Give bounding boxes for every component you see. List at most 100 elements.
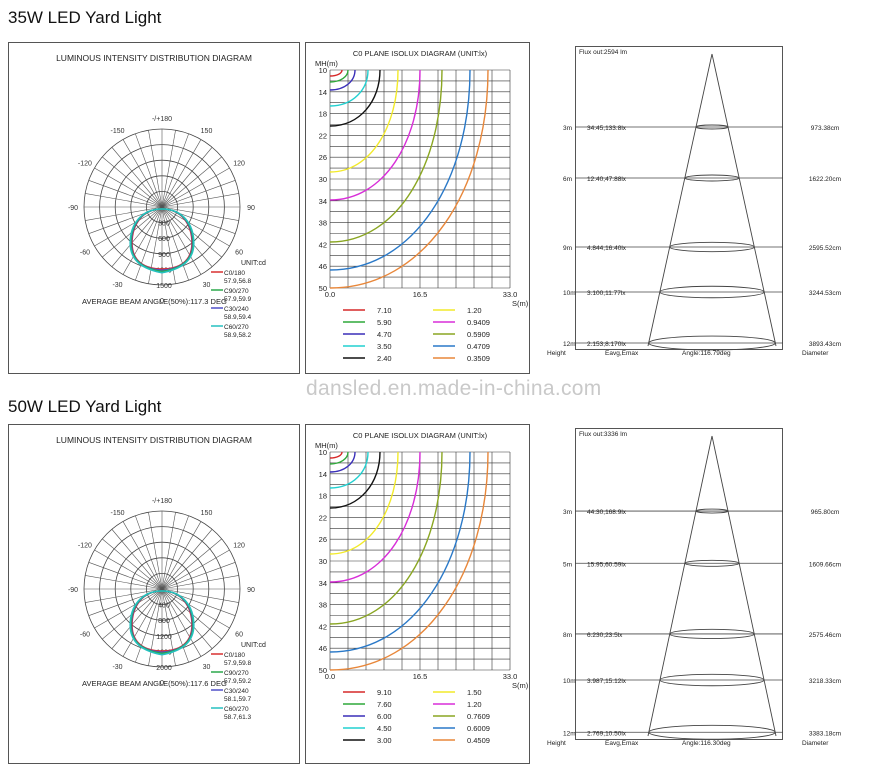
eavg-column-label: Eavg,Emax xyxy=(605,740,639,747)
height-column-label: Height xyxy=(547,350,566,357)
polar-title: LUMINOUS INTENSITY DISTRIBUTION DIAGRAM xyxy=(56,435,252,445)
isolux-contour xyxy=(329,451,343,459)
polar-spoke xyxy=(135,206,163,281)
polar-spoke xyxy=(161,156,222,208)
polar-spoke xyxy=(161,512,176,590)
s-tick: 0.0 xyxy=(325,290,335,299)
height-value: 6m xyxy=(563,176,572,183)
isolux-legend-value: 0.3509 xyxy=(467,354,490,363)
s-tick: 33.0 xyxy=(503,290,518,299)
angle-label: Angle:116.30deg xyxy=(682,740,731,747)
isolux-legend-value: 7.10 xyxy=(377,306,392,315)
diameter-column-label: Diameter xyxy=(802,740,829,747)
polar-radial-label: 600 xyxy=(158,236,170,243)
isolux-contour xyxy=(329,451,356,473)
polar-spoke xyxy=(161,549,230,590)
polar-spoke xyxy=(111,147,163,208)
cone-edge xyxy=(647,435,713,737)
illuminance-value: 4.844,16.40lx xyxy=(587,245,627,252)
mh-tick: 34 xyxy=(319,579,327,588)
polar-radial-label: 300 xyxy=(158,221,170,228)
s-axis-label: S(m) xyxy=(512,299,529,308)
mh-tick: 18 xyxy=(319,492,327,501)
cone-ellipse xyxy=(648,724,776,740)
polar-spoke xyxy=(111,529,163,590)
cone-ellipse xyxy=(695,124,729,130)
s-tick: 33.0 xyxy=(503,672,518,681)
isolux-contour xyxy=(329,451,369,489)
legend-value: 58.9,59.4 xyxy=(224,314,251,321)
polar-spoke xyxy=(161,588,239,603)
legend-value: 57.9,56.8 xyxy=(224,278,251,285)
mh-axis-label: MH(m) xyxy=(315,441,338,450)
polar-angle-label: 120 xyxy=(233,161,245,168)
mh-tick: 42 xyxy=(319,240,327,249)
mh-tick: 10 xyxy=(319,448,327,457)
s-tick: 16.5 xyxy=(413,290,428,299)
isolux-legend-value: 0.4509 xyxy=(467,736,490,745)
polar-spoke xyxy=(161,206,189,281)
polar-spoke xyxy=(161,130,176,208)
polar-diagram-50w: LUMINOUS INTENSITY DISTRIBUTION DIAGRAM -… xyxy=(8,424,300,764)
legend-label: C30/240 xyxy=(224,688,249,695)
isolux-title: C0 PLANE ISOLUX DIAGRAM (UNIT:lx) xyxy=(353,431,488,440)
polar-spoke xyxy=(122,521,163,590)
polar-angle-label: -30 xyxy=(112,282,122,289)
illuminance-value: 3.987,15.12lx xyxy=(587,678,627,685)
panel-border xyxy=(8,42,300,374)
polar-curve xyxy=(129,208,195,274)
polar-spoke xyxy=(135,515,163,590)
polar-spoke xyxy=(88,180,163,208)
polar-spoke xyxy=(102,156,163,208)
polar-angle-label: -/+180 xyxy=(152,498,172,505)
polar-spoke xyxy=(85,193,163,208)
polar-spoke xyxy=(85,588,163,603)
legend-label: C60/270 xyxy=(224,706,249,713)
mh-tick: 14 xyxy=(319,470,327,479)
polar-spoke xyxy=(94,167,163,208)
polar-spoke xyxy=(85,206,163,221)
mh-tick: 26 xyxy=(319,535,327,544)
polar-spoke xyxy=(161,206,230,247)
beam-angle-label: AVERAGE BEAM ANGLE(50%):117.6 DEG xyxy=(82,679,227,688)
polar-angle-label: 150 xyxy=(201,510,213,517)
polar-spoke xyxy=(161,147,213,208)
polar-spoke xyxy=(122,206,163,275)
mh-tick: 46 xyxy=(319,262,327,271)
polar-spoke xyxy=(148,206,163,284)
polar-spoke xyxy=(135,133,163,208)
isolux-diagram-50w: C0 PLANE ISOLUX DIAGRAM (UNIT:lx) MH(m) 10… xyxy=(305,424,530,764)
mh-tick: 42 xyxy=(319,622,327,631)
polar-spoke xyxy=(161,588,176,666)
polar-angle-label: -60 xyxy=(80,632,90,639)
mh-tick: 50 xyxy=(319,666,327,675)
polar-angle-label: 30 xyxy=(203,664,211,671)
cone-ellipse xyxy=(659,673,765,687)
diameter-value: 1609.66cm xyxy=(809,561,841,568)
legend-value: 58.7,61.3 xyxy=(224,714,251,721)
s-axis-label: S(m) xyxy=(512,681,529,690)
isolux-contour xyxy=(329,451,471,653)
polar-angle-label: 30 xyxy=(203,282,211,289)
isolux-legend-value: 2.40 xyxy=(377,354,392,363)
cone-edge xyxy=(647,53,713,347)
polar-radial-label: 1500 xyxy=(156,283,172,290)
mh-tick: 22 xyxy=(319,513,327,522)
polar-spoke xyxy=(161,206,213,267)
panel-border xyxy=(305,424,530,764)
isolux-legend-value: 1.20 xyxy=(467,306,482,315)
mh-tick: 22 xyxy=(319,131,327,140)
legend-label: C30/240 xyxy=(224,306,249,313)
height-value: 5m xyxy=(563,561,572,568)
isolux-legend-value: 0.7609 xyxy=(467,712,490,721)
illuminance-value: 12.40,47.88lx xyxy=(587,176,627,183)
illuminance-value: 6.230,23.5lx xyxy=(587,632,623,639)
polar-spoke xyxy=(161,515,189,590)
polar-angle-label: 60 xyxy=(235,632,243,639)
section-title-50w: 50W LED Yard Light xyxy=(8,397,162,416)
isolux-legend-value: 0.6009 xyxy=(467,724,490,733)
isolux-contour xyxy=(329,451,399,555)
isolux-title: C0 PLANE ISOLUX DIAGRAM (UNIT:lx) xyxy=(353,49,488,58)
polar-angle-label: 60 xyxy=(235,250,243,257)
cone-ellipse xyxy=(684,559,740,567)
